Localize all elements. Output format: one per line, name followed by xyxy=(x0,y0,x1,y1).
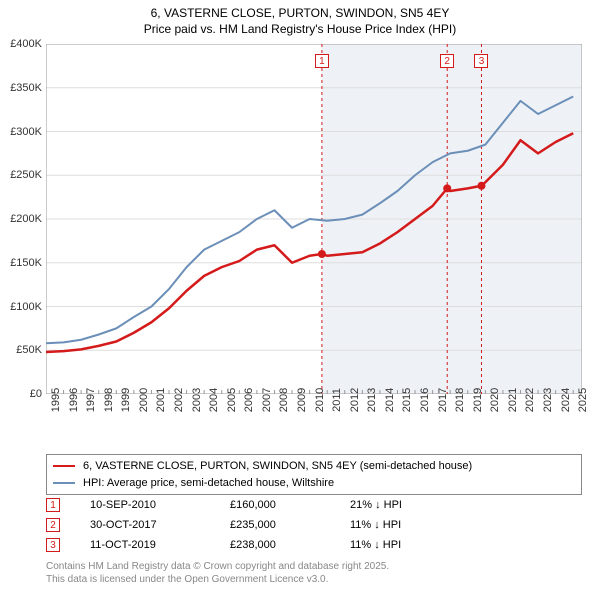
sale-price: £160,000 xyxy=(230,499,350,511)
legend-label-price: 6, VASTERNE CLOSE, PURTON, SWINDON, SN5 … xyxy=(83,458,472,475)
sale-diff: 11% ↓ HPI xyxy=(350,519,470,531)
title-line-1: 6, VASTERNE CLOSE, PURTON, SWINDON, SN5 … xyxy=(0,6,600,22)
y-tick-label: £0 xyxy=(30,388,42,400)
legend-label-hpi: HPI: Average price, semi-detached house,… xyxy=(83,475,334,492)
sale-price: £238,000 xyxy=(230,539,350,551)
legend-swatch-hpi xyxy=(53,482,75,484)
x-tick-label: 2000 xyxy=(138,388,150,412)
y-tick-label: £200K xyxy=(10,213,42,225)
y-tick-label: £350K xyxy=(10,82,42,94)
y-tick-label: £100K xyxy=(10,301,42,313)
sale-date: 30-OCT-2017 xyxy=(90,519,230,531)
x-tick-label: 2007 xyxy=(261,388,273,412)
sale-marker-1: 1 xyxy=(46,498,60,512)
footer-line-1: Contains HM Land Registry data © Crown c… xyxy=(46,560,389,573)
x-tick-label: 2010 xyxy=(314,388,326,412)
x-tick-label: 1996 xyxy=(68,388,80,412)
x-tick-label: 2016 xyxy=(419,388,431,412)
x-tick-label: 1998 xyxy=(103,388,115,412)
sale-price: £235,000 xyxy=(230,519,350,531)
x-tick-label: 2025 xyxy=(577,388,589,412)
x-tick-label: 2012 xyxy=(349,388,361,412)
sale-marker-2: 2 xyxy=(46,518,60,532)
footer-line-2: This data is licensed under the Open Gov… xyxy=(46,573,389,586)
legend-row-1: 6, VASTERNE CLOSE, PURTON, SWINDON, SN5 … xyxy=(53,458,575,475)
sale-date: 10-SEP-2010 xyxy=(90,499,230,511)
chart-container: 6, VASTERNE CLOSE, PURTON, SWINDON, SN5 … xyxy=(0,0,600,590)
title-line-2: Price paid vs. HM Land Registry's House … xyxy=(0,22,600,38)
x-tick-label: 2019 xyxy=(472,388,484,412)
y-tick-label: £400K xyxy=(10,38,42,50)
chart-title: 6, VASTERNE CLOSE, PURTON, SWINDON, SN5 … xyxy=(0,0,600,37)
x-tick-label: 2022 xyxy=(524,388,536,412)
x-tick-label: 2024 xyxy=(560,388,572,412)
x-tick-label: 2018 xyxy=(454,388,466,412)
x-tick-label: 2015 xyxy=(401,388,413,412)
y-tick-label: £300K xyxy=(10,126,42,138)
event-label-1: 1 xyxy=(315,54,329,68)
x-tick-label: 2001 xyxy=(155,388,167,412)
sale-row: 1 10-SEP-2010£160,00021% ↓ HPI xyxy=(46,495,470,515)
x-tick-label: 1997 xyxy=(85,388,97,412)
x-tick-label: 2023 xyxy=(542,388,554,412)
legend-swatch-price xyxy=(53,465,75,467)
sale-row: 2 30-OCT-2017£235,00011% ↓ HPI xyxy=(46,515,470,535)
x-tick-label: 2011 xyxy=(331,388,343,412)
sale-date: 11-OCT-2019 xyxy=(90,539,230,551)
line-chart xyxy=(46,44,582,394)
x-tick-label: 2002 xyxy=(173,388,185,412)
x-tick-label: 2005 xyxy=(226,388,238,412)
sale-diff: 11% ↓ HPI xyxy=(350,539,470,551)
footer-credits: Contains HM Land Registry data © Crown c… xyxy=(46,560,389,586)
y-tick-label: £150K xyxy=(10,257,42,269)
x-tick-label: 2020 xyxy=(489,388,501,412)
sales-table: 1 10-SEP-2010£160,00021% ↓ HPI 2 30-OCT-201… xyxy=(46,495,470,555)
sale-diff: 21% ↓ HPI xyxy=(350,499,470,511)
event-label-3: 3 xyxy=(474,54,488,68)
x-tick-label: 2017 xyxy=(437,388,449,412)
x-tick-label: 2008 xyxy=(278,388,290,412)
x-tick-label: 1999 xyxy=(120,388,132,412)
x-tick-label: 2003 xyxy=(191,388,203,412)
x-tick-label: 2014 xyxy=(384,388,396,412)
x-tick-label: 2021 xyxy=(507,388,519,412)
x-tick-label: 2009 xyxy=(296,388,308,412)
x-tick-label: 2006 xyxy=(243,388,255,412)
y-tick-label: £50K xyxy=(16,344,42,356)
x-tick-label: 2004 xyxy=(208,388,220,412)
x-tick-label: 1995 xyxy=(50,388,62,412)
legend-row-2: HPI: Average price, semi-detached house,… xyxy=(53,475,575,492)
legend: 6, VASTERNE CLOSE, PURTON, SWINDON, SN5 … xyxy=(46,454,582,495)
event-label-2: 2 xyxy=(440,54,454,68)
x-tick-label: 2013 xyxy=(366,388,378,412)
sale-marker-3: 3 xyxy=(46,538,60,552)
y-tick-label: £250K xyxy=(10,169,42,181)
sale-row: 3 11-OCT-2019£238,00011% ↓ HPI xyxy=(46,535,470,555)
